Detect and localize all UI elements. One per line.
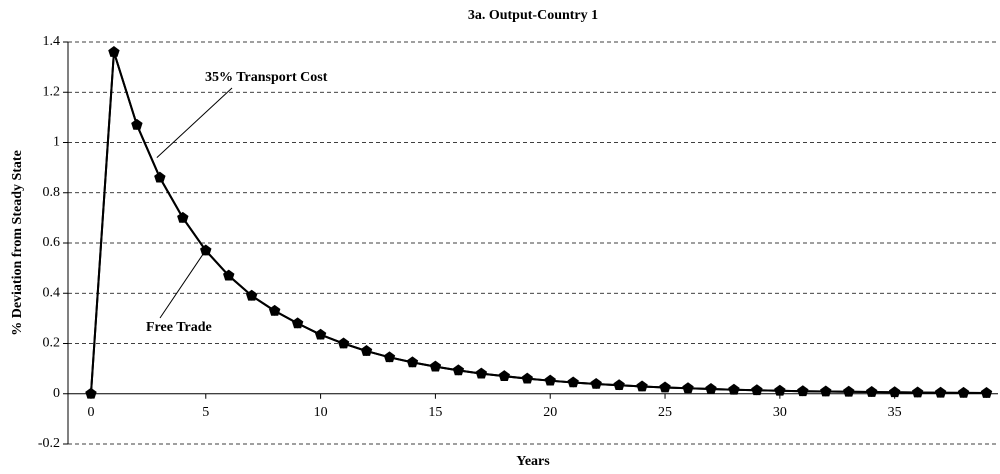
data-point <box>361 346 372 357</box>
series-line <box>89 51 987 394</box>
data-point <box>108 47 119 58</box>
label-arrow <box>156 87 233 159</box>
data-point <box>728 384 739 395</box>
data-point <box>637 381 648 392</box>
data-point <box>889 387 900 398</box>
x-tick-label: 5 <box>202 405 209 420</box>
y-tick-label: 0.6 <box>43 235 61 250</box>
y-axis-label: % Deviation from Steady State <box>10 150 25 336</box>
data-point <box>866 386 877 397</box>
data-point <box>338 338 349 349</box>
x-tick-label: 35 <box>888 405 902 420</box>
data-point <box>591 378 602 389</box>
data-point <box>177 212 188 223</box>
data-point <box>522 373 533 384</box>
data-point <box>154 172 165 183</box>
x-axis-label: Years <box>516 454 550 469</box>
data-point <box>705 383 716 394</box>
data-point <box>246 290 257 301</box>
y-tick-label: 1 <box>53 135 60 150</box>
x-tick-label: 20 <box>543 405 557 420</box>
chart-title: 3a. Output-Country 1 <box>468 8 598 23</box>
data-point <box>269 305 280 316</box>
data-point <box>683 383 693 394</box>
y-tick-label: 0 <box>53 386 60 401</box>
x-tick-label: 15 <box>428 405 442 420</box>
data-point <box>545 375 556 386</box>
data-point <box>200 245 211 256</box>
data-point <box>751 385 762 396</box>
data-point <box>131 119 142 130</box>
data-point <box>384 352 395 363</box>
series-line <box>89 51 987 394</box>
x-tick-label: 10 <box>314 405 328 420</box>
data-point <box>453 365 464 376</box>
x-tick-label: 30 <box>773 405 787 420</box>
label-arrow <box>159 254 204 319</box>
data-point <box>958 387 969 398</box>
data-point <box>843 386 854 397</box>
data-point <box>430 361 441 372</box>
data-point <box>935 387 946 398</box>
data-point <box>614 380 625 391</box>
data-point <box>499 371 510 382</box>
data-point <box>223 270 234 281</box>
x-tick-label: 25 <box>658 405 672 420</box>
y-tick-label: 0.2 <box>43 336 61 351</box>
data-point <box>912 387 923 398</box>
data-point <box>476 368 487 379</box>
data-point <box>820 386 831 397</box>
y-tick-label: -0.2 <box>38 436 60 451</box>
data-point <box>292 318 303 329</box>
y-tick-label: 0.8 <box>43 185 61 200</box>
data-point <box>774 385 785 396</box>
data-point <box>797 386 808 397</box>
y-tick-label: 0.4 <box>43 285 61 300</box>
y-tick-label: 1.4 <box>43 34 61 49</box>
x-tick-label: 0 <box>87 405 94 420</box>
data-point <box>568 377 579 388</box>
y-tick-label: 1.2 <box>43 84 61 99</box>
data-point <box>660 382 671 393</box>
series-label: 35% Transport Cost <box>205 70 328 85</box>
series-label: Free Trade <box>146 320 212 335</box>
data-point <box>407 357 418 368</box>
data-point <box>981 387 992 398</box>
data-point <box>315 329 326 340</box>
data-point <box>85 388 96 399</box>
